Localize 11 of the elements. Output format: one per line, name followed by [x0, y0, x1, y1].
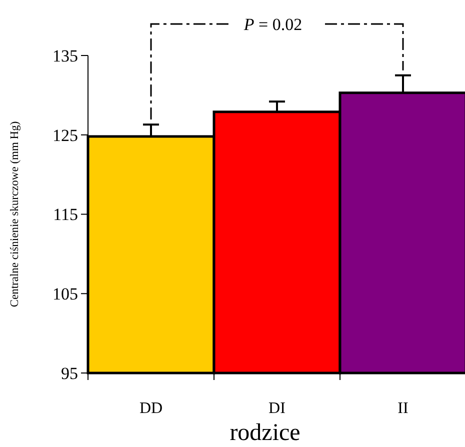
y-tick-label: 95	[61, 364, 78, 383]
x-axis-title: rodzice	[230, 420, 300, 446]
y-tick-label: 135	[52, 46, 78, 66]
y-tick-label: 105	[52, 284, 78, 304]
x-tick-label: DD	[139, 400, 163, 417]
y-tick-label: 125	[52, 126, 78, 145]
text: P = 0.02	[242, 14, 302, 34]
y-tick-label: 115	[53, 205, 78, 224]
x-tick-label: II	[398, 400, 408, 417]
y-axis-title: Centralne ciśnienie skurczowe (mm Hg)	[9, 121, 21, 308]
x-tick-label: DI	[268, 400, 286, 417]
